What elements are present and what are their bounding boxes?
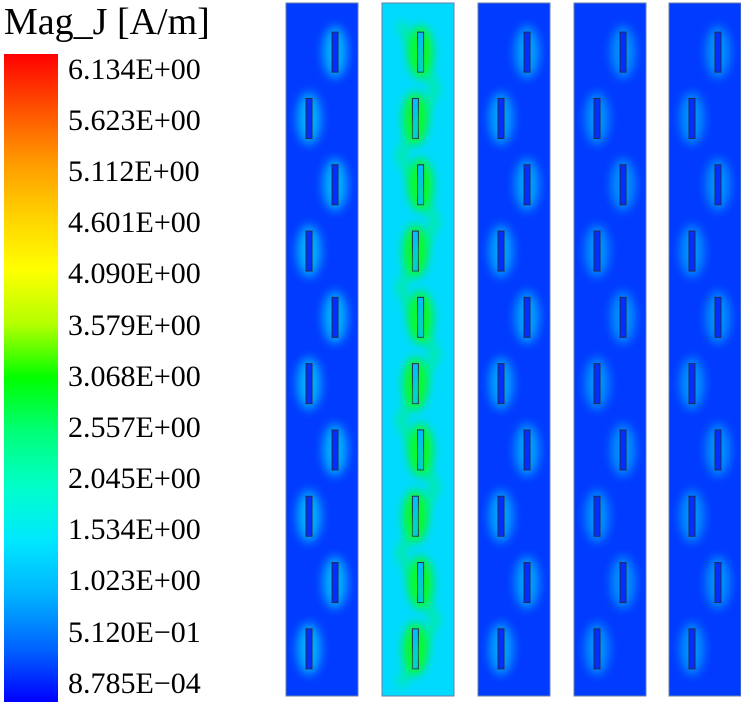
field-panel-5 <box>668 2 741 697</box>
conductor-element <box>497 628 505 670</box>
conductor-element <box>305 495 313 537</box>
field-panel-4 <box>573 2 647 697</box>
conductor-element <box>523 296 531 338</box>
conductor-element <box>593 97 601 139</box>
conductor-element <box>497 97 505 139</box>
conductor-element <box>305 363 313 405</box>
conductor-element <box>305 230 313 272</box>
tick-label: 5.623E+00 <box>68 104 201 137</box>
conductor-element <box>619 562 627 604</box>
conductor-element <box>619 164 627 206</box>
tick-label: 4.090E+00 <box>68 257 201 290</box>
panel-background <box>573 2 647 697</box>
conductor-element <box>331 429 339 471</box>
conductor-element <box>714 296 722 338</box>
high-field-path <box>396 21 440 688</box>
conductor-element <box>331 562 339 604</box>
conductor-element <box>619 429 627 471</box>
conductor-element <box>497 230 505 272</box>
conductor-element <box>523 31 531 73</box>
conductor-element <box>305 628 313 670</box>
panel-background <box>477 2 551 697</box>
conductor-element <box>688 628 696 670</box>
conductor-element <box>714 429 722 471</box>
tick-label: 1.534E+00 <box>68 513 201 546</box>
conductor-element <box>497 495 505 537</box>
conductor-element <box>593 230 601 272</box>
tick-label: 4.601E+00 <box>68 206 201 239</box>
field-panel-1 <box>285 2 359 697</box>
field-panel-3 <box>477 2 551 697</box>
colorbar <box>4 54 58 702</box>
conductor-element <box>331 296 339 338</box>
panel-background <box>285 2 359 697</box>
conductor-element <box>688 363 696 405</box>
conductor-element <box>619 296 627 338</box>
conductor-element <box>619 31 627 73</box>
conductor-element <box>688 495 696 537</box>
tick-label: 1.023E+00 <box>68 564 201 597</box>
conductor-element <box>497 363 505 405</box>
conductor-element <box>688 230 696 272</box>
conductor-element <box>523 429 531 471</box>
field-panel-2 <box>381 2 455 697</box>
tick-label: 5.112E+00 <box>68 155 200 188</box>
conductor-element <box>523 164 531 206</box>
conductor-element <box>593 363 601 405</box>
conductor-element <box>593 628 601 670</box>
conductor-element <box>305 97 313 139</box>
tick-label: 2.557E+00 <box>68 411 201 444</box>
conductor-element <box>593 495 601 537</box>
panel-background <box>668 2 741 697</box>
conductor-element <box>331 164 339 206</box>
conductor-element <box>523 562 531 604</box>
conductor-element <box>688 97 696 139</box>
tick-label: 5.120E−01 <box>68 616 201 649</box>
tick-label: 6.134E+00 <box>68 53 201 86</box>
conductor-element <box>714 562 722 604</box>
tick-label: 8.785E−04 <box>68 667 201 700</box>
tick-label: 2.045E+00 <box>68 462 201 495</box>
tick-label: 3.579E+00 <box>68 309 201 342</box>
conductor-element <box>331 31 339 73</box>
tick-label: 3.068E+00 <box>68 360 201 393</box>
conductor-element <box>714 164 722 206</box>
legend-title: Mag_J [A/m] <box>4 1 210 43</box>
conductor-element <box>714 31 722 73</box>
